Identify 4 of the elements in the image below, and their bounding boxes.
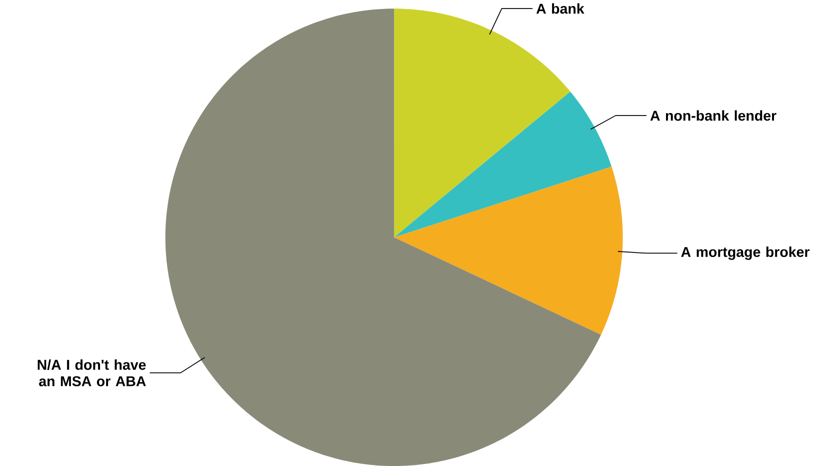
slice-label: A non-bank lender <box>650 110 776 121</box>
slice-label: A mortgage broker <box>681 246 810 260</box>
slice-label: A bank <box>536 3 584 14</box>
slice-label: N/A I don't have an MSA or ABA <box>38 359 146 386</box>
